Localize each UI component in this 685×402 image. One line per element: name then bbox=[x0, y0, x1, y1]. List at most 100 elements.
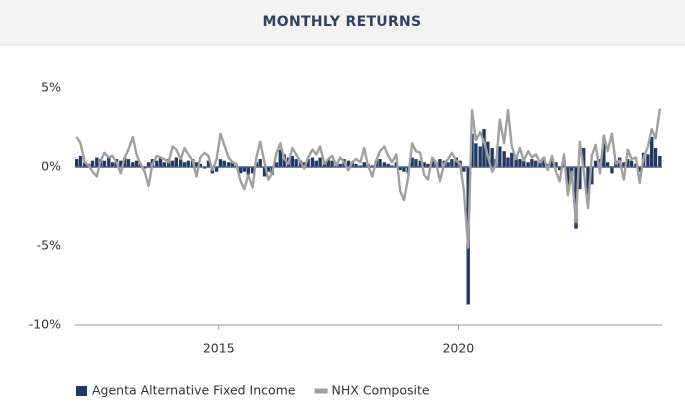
chart-title: MONTHLY RETURNS bbox=[263, 14, 422, 30]
bar bbox=[278, 149, 283, 167]
bar bbox=[506, 157, 510, 167]
bar bbox=[174, 157, 179, 167]
bar bbox=[238, 167, 243, 174]
bar bbox=[390, 165, 394, 167]
bar bbox=[426, 163, 430, 167]
bar bbox=[107, 157, 111, 167]
bar bbox=[482, 129, 486, 167]
bar bbox=[410, 157, 414, 167]
bar bbox=[605, 162, 610, 167]
bar bbox=[653, 148, 658, 167]
bar bbox=[178, 159, 183, 167]
bar bbox=[398, 167, 402, 171]
x-tick-label: 2015 bbox=[203, 341, 235, 356]
y-tick-label: 0% bbox=[41, 159, 61, 174]
bar bbox=[158, 157, 163, 167]
bar bbox=[250, 167, 255, 174]
bar bbox=[314, 160, 318, 167]
bar bbox=[450, 159, 454, 167]
bar bbox=[78, 155, 83, 167]
bar bbox=[186, 160, 191, 167]
bar bbox=[414, 159, 418, 167]
bar bbox=[338, 163, 342, 167]
bar bbox=[590, 167, 594, 185]
bar bbox=[155, 160, 159, 167]
bar bbox=[354, 163, 358, 167]
bar bbox=[262, 167, 267, 177]
bar bbox=[622, 162, 626, 167]
bar bbox=[502, 151, 506, 167]
bar bbox=[358, 165, 363, 167]
bar bbox=[378, 159, 382, 167]
bar bbox=[230, 162, 235, 167]
bar bbox=[310, 157, 315, 167]
bar bbox=[626, 159, 630, 167]
bar bbox=[143, 167, 147, 169]
bar bbox=[550, 159, 554, 167]
bar bbox=[593, 160, 598, 167]
bar bbox=[330, 160, 334, 167]
bar bbox=[454, 157, 458, 167]
bar bbox=[214, 167, 219, 172]
header-band bbox=[0, 0, 685, 45]
bar bbox=[326, 159, 330, 167]
bar bbox=[206, 160, 211, 167]
bar bbox=[294, 159, 298, 167]
bar bbox=[302, 162, 307, 167]
bar bbox=[126, 159, 131, 167]
bar bbox=[474, 143, 478, 167]
bar bbox=[462, 167, 466, 172]
bar bbox=[478, 146, 482, 167]
bar bbox=[534, 160, 538, 167]
bar bbox=[581, 148, 586, 167]
bar bbox=[542, 157, 546, 167]
bar bbox=[226, 162, 231, 167]
bar bbox=[274, 162, 279, 167]
bar bbox=[83, 162, 87, 167]
bar bbox=[306, 159, 310, 167]
legend-swatch bbox=[76, 386, 87, 396]
bar bbox=[610, 167, 614, 174]
bar bbox=[382, 162, 387, 167]
bar bbox=[446, 162, 450, 167]
bar bbox=[318, 157, 322, 167]
bar bbox=[95, 157, 99, 167]
bar bbox=[362, 162, 366, 167]
bar bbox=[526, 162, 530, 167]
bar bbox=[346, 160, 351, 167]
bar bbox=[242, 167, 247, 172]
bar bbox=[498, 146, 502, 167]
bar bbox=[75, 159, 79, 167]
bar bbox=[602, 143, 606, 167]
line bbox=[75, 108, 662, 249]
bar bbox=[198, 163, 203, 167]
bar bbox=[418, 160, 422, 167]
bar bbox=[402, 167, 406, 172]
bar bbox=[658, 155, 662, 167]
bar bbox=[218, 159, 223, 167]
bar bbox=[90, 160, 95, 167]
bar bbox=[438, 159, 442, 167]
y-tick-label: -10% bbox=[29, 317, 61, 332]
bar bbox=[182, 162, 187, 167]
bar bbox=[546, 163, 550, 167]
bar bbox=[290, 155, 295, 167]
bar bbox=[170, 160, 175, 167]
bar bbox=[638, 167, 642, 172]
bar bbox=[650, 136, 654, 167]
y-tick-label: 5% bbox=[41, 80, 61, 95]
bar bbox=[110, 162, 115, 167]
bar bbox=[518, 159, 522, 167]
bar bbox=[102, 160, 107, 167]
bar bbox=[578, 167, 582, 190]
bar bbox=[522, 160, 526, 167]
bar bbox=[266, 167, 271, 172]
bar bbox=[119, 160, 123, 167]
x-tick-label: 2020 bbox=[442, 341, 474, 356]
bar bbox=[370, 165, 375, 167]
bar bbox=[566, 167, 570, 186]
bar bbox=[194, 162, 199, 167]
bar bbox=[538, 162, 542, 167]
bar bbox=[134, 160, 139, 167]
